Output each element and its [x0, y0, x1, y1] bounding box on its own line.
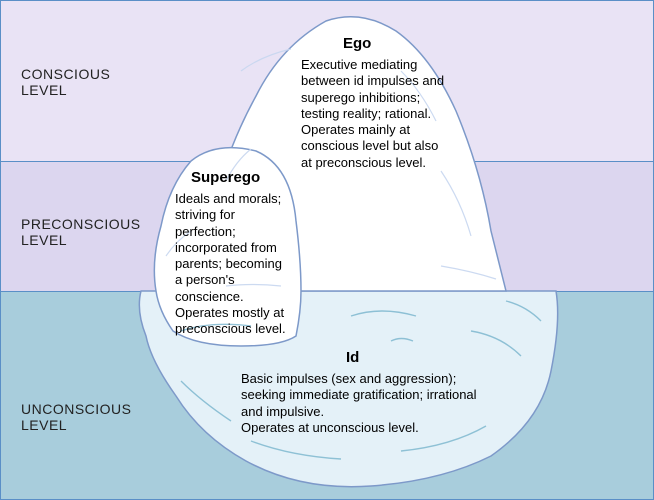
id-body: Basic impulses (sex and aggression); see… [241, 371, 501, 436]
ego-body: Executive mediating between id impulses … [301, 57, 451, 171]
level-label-preconscious: PRECONSCIOUS LEVEL [21, 216, 141, 248]
id-title: Id [346, 349, 359, 366]
ego-title: Ego [343, 35, 371, 52]
freud-iceberg-diagram: CONSCIOUS LEVEL PRECONSCIOUS LEVEL UNCON… [0, 0, 654, 500]
superego-title: Superego [191, 169, 260, 186]
level-label-conscious: CONSCIOUS LEVEL [21, 66, 110, 98]
superego-body: Ideals and morals; striving for perfecti… [175, 191, 291, 337]
level-label-unconscious: UNCONSCIOUS LEVEL [21, 401, 132, 433]
